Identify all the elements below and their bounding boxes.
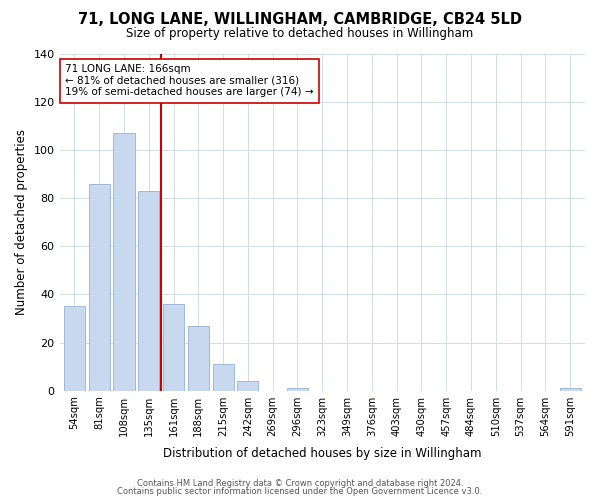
Bar bbox=[212, 364, 233, 390]
Bar bbox=[163, 304, 184, 390]
Bar bbox=[560, 388, 581, 390]
Text: 71, LONG LANE, WILLINGHAM, CAMBRIDGE, CB24 5LD: 71, LONG LANE, WILLINGHAM, CAMBRIDGE, CB… bbox=[78, 12, 522, 28]
X-axis label: Distribution of detached houses by size in Willingham: Distribution of detached houses by size … bbox=[163, 447, 482, 460]
Text: 71 LONG LANE: 166sqm
← 81% of detached houses are smaller (316)
19% of semi-deta: 71 LONG LANE: 166sqm ← 81% of detached h… bbox=[65, 64, 313, 98]
Bar bbox=[89, 184, 110, 390]
Bar bbox=[287, 388, 308, 390]
Bar bbox=[238, 381, 259, 390]
Text: Contains public sector information licensed under the Open Government Licence v3: Contains public sector information licen… bbox=[118, 487, 482, 496]
Y-axis label: Number of detached properties: Number of detached properties bbox=[15, 130, 28, 316]
Text: Size of property relative to detached houses in Willingham: Size of property relative to detached ho… bbox=[127, 28, 473, 40]
Bar bbox=[113, 134, 134, 390]
Bar bbox=[138, 191, 160, 390]
Text: Contains HM Land Registry data © Crown copyright and database right 2024.: Contains HM Land Registry data © Crown c… bbox=[137, 478, 463, 488]
Bar bbox=[64, 306, 85, 390]
Bar bbox=[188, 326, 209, 390]
